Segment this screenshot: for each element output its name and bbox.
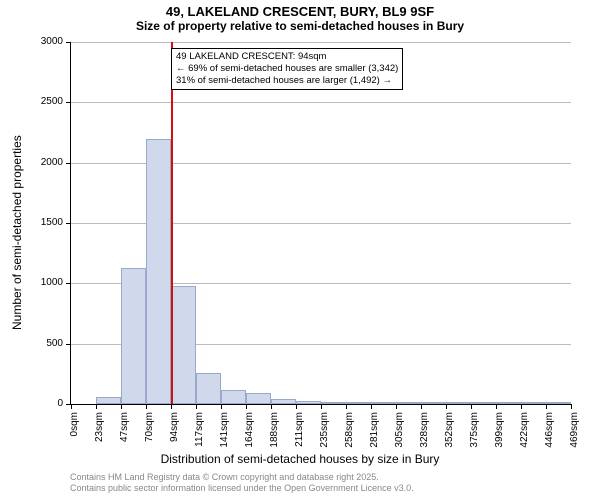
histogram-bar xyxy=(496,402,521,404)
histogram-bar xyxy=(421,402,446,404)
y-axis-label: Number of semi-detached properties xyxy=(10,135,24,330)
y-tick-label: 3000 xyxy=(23,36,63,47)
y-tick-label: 500 xyxy=(23,338,63,349)
histogram-bar xyxy=(346,402,371,404)
histogram-bar xyxy=(246,393,271,404)
histogram-bar xyxy=(221,390,246,404)
histogram-bar xyxy=(96,397,121,404)
reference-line xyxy=(171,42,173,404)
y-tick-label: 0 xyxy=(23,398,63,409)
y-tick-label: 2500 xyxy=(23,96,63,107)
page-title: 49, LAKELAND CRESCENT, BURY, BL9 9SF xyxy=(0,4,600,19)
histogram-bar xyxy=(196,373,221,404)
footer-attribution: Contains HM Land Registry data © Crown c… xyxy=(70,472,414,494)
histogram-bar xyxy=(171,286,196,404)
histogram-bar xyxy=(521,402,546,404)
y-tick-label: 2000 xyxy=(23,157,63,168)
x-axis-label: Distribution of semi-detached houses by … xyxy=(0,452,600,466)
histogram-bar xyxy=(296,401,321,404)
annotation-box: 49 LAKELAND CRESCENT: 94sqm ← 69% of sem… xyxy=(171,48,403,90)
histogram-bar xyxy=(146,139,171,404)
histogram-bar xyxy=(471,402,496,404)
histogram-bar xyxy=(371,402,396,404)
annotation-line-3: 31% of semi-detached houses are larger (… xyxy=(176,75,398,87)
histogram-bar xyxy=(321,402,346,404)
annotation-line-1: 49 LAKELAND CRESCENT: 94sqm xyxy=(176,51,398,63)
annotation-line-2: ← 69% of semi-detached houses are smalle… xyxy=(176,63,398,75)
histogram-bar xyxy=(271,399,296,404)
histogram-bar xyxy=(546,402,571,404)
histogram-bar xyxy=(396,402,421,404)
page-subtitle: Size of property relative to semi-detach… xyxy=(0,19,600,33)
footer-line-1: Contains HM Land Registry data © Crown c… xyxy=(70,472,414,483)
histogram-bar xyxy=(446,402,471,404)
histogram-bar xyxy=(121,268,146,404)
footer-line-2: Contains public sector information licen… xyxy=(70,483,414,494)
histogram-chart: 0500100015002000250030000sqm23sqm47sqm70… xyxy=(70,42,571,405)
y-tick-label: 1500 xyxy=(23,217,63,228)
y-tick-label: 1000 xyxy=(23,277,63,288)
